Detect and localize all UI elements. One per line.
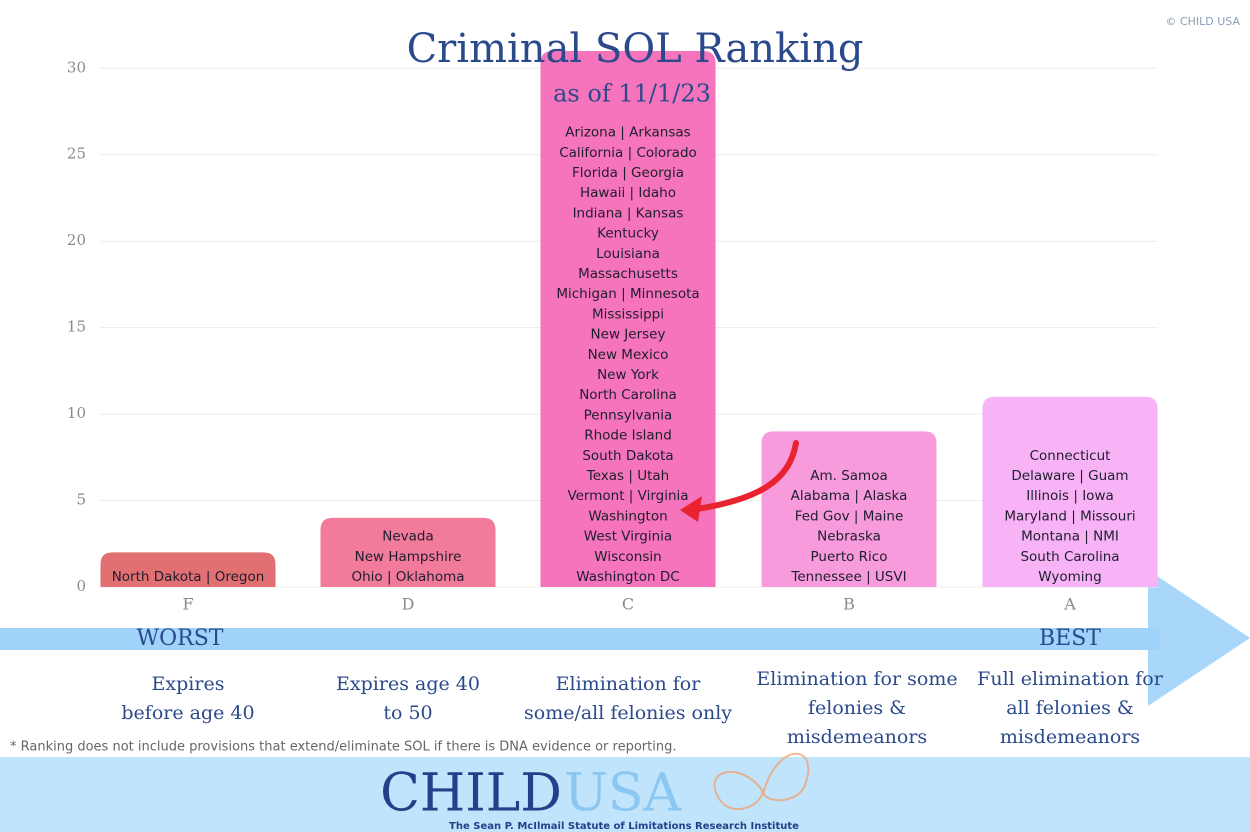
bar-label: Indiana | Kansas: [573, 205, 684, 221]
y-tick-label: 10: [67, 404, 86, 422]
y-tick-label: 25: [67, 145, 86, 163]
bar-label: Nevada: [382, 529, 434, 545]
bar-label: Kentucky: [597, 226, 659, 242]
scale-worst: WORST: [137, 626, 224, 651]
bar-label: Washington: [588, 508, 667, 524]
bar-label: Louisiana: [596, 246, 660, 262]
bar-label: Nebraska: [817, 529, 881, 545]
x-tick-label: D: [402, 595, 415, 614]
y-tick-label: 15: [67, 318, 86, 336]
bar-label: West Virginia: [584, 529, 672, 545]
bar-label: Am. Samoa: [810, 468, 888, 484]
x-tick-label: C: [622, 595, 634, 614]
bar-label: Massachusetts: [578, 266, 678, 282]
x-tick-label: A: [1063, 595, 1076, 614]
category-description: Elimination for some: [756, 668, 957, 690]
bar-label: Montana | NMI: [1021, 529, 1119, 545]
bar-label: Wisconsin: [594, 549, 661, 565]
category-description: Elimination for: [556, 673, 702, 695]
logo-usa: USA: [564, 764, 682, 824]
y-tick-label: 20: [67, 231, 86, 249]
bar-label: North Dakota | Oregon: [112, 569, 265, 585]
bar-label: New Jersey: [591, 327, 666, 343]
logo-child: CHILD: [380, 764, 562, 824]
bar-label: California | Colorado: [559, 145, 697, 161]
bar-label: New York: [597, 367, 659, 383]
chart: 0 5 10 15 20 25 30 North Dakota | Oregon F Expire…: [0, 0, 1250, 832]
bar-label: Maryland | Missouri: [1004, 508, 1135, 524]
bar-label: Florida | Georgia: [572, 165, 684, 181]
bar-label: Michigan | Minnesota: [556, 286, 699, 302]
bar-label: Alabama | Alaska: [791, 488, 908, 504]
category-description: misdemeanors: [787, 726, 927, 748]
category-description: some/all felonies only: [524, 702, 732, 724]
bar-label: Texas | Utah: [586, 468, 669, 484]
x-tick-label: F: [182, 595, 193, 614]
bar-label: North Carolina: [579, 387, 677, 403]
category-description: misdemeanors: [1000, 726, 1140, 748]
y-tick-label: 0: [76, 577, 86, 595]
bar-label: Fed Gov | Maine: [795, 508, 904, 524]
x-tick-label: B: [843, 595, 855, 614]
y-tick-label: 5: [76, 491, 86, 509]
category-description: all felonies &: [1006, 697, 1134, 719]
y-tick-label: 30: [67, 58, 86, 76]
bar-label: Puerto Rico: [811, 549, 888, 565]
bar-label: Arizona | Arkansas: [565, 125, 690, 141]
bar-label: Connecticut: [1030, 448, 1111, 464]
chart-subtitle: as of 11/1/23: [553, 80, 711, 108]
category-description: Full elimination for: [977, 668, 1164, 690]
footnote: * Ranking does not include provisions th…: [10, 740, 676, 755]
scale-best: BEST: [1039, 626, 1101, 651]
bar-label: South Dakota: [582, 448, 673, 464]
bar-label: New Hampshire: [355, 549, 462, 565]
category-description: felonies &: [808, 697, 906, 719]
bar-label: Pennsylvania: [584, 407, 673, 423]
logo-tagline: The Sean P. McIlmail Statute of Limitati…: [449, 821, 799, 832]
bar-label: Illinois | Iowa: [1026, 488, 1114, 504]
category-description: Expires: [152, 673, 225, 695]
bar-label: Ohio | Oklahoma: [351, 569, 464, 585]
bar-label: Washington DC: [576, 569, 679, 585]
bar-label: Hawaii | Idaho: [580, 185, 676, 201]
chart-title: Criminal SOL Ranking: [407, 26, 864, 72]
credit: © CHILD USA: [1165, 15, 1240, 28]
bar-label: Wyoming: [1038, 569, 1101, 585]
bar-label: Vermont | Virginia: [567, 488, 688, 504]
bar-label: Tennessee | USVI: [790, 569, 906, 585]
category-description: to 50: [383, 702, 432, 724]
bar-label: New Mexico: [588, 347, 669, 363]
bar-label: South Carolina: [1020, 549, 1119, 565]
category-description: before age 40: [121, 702, 254, 724]
bar-label: Delaware | Guam: [1011, 468, 1128, 484]
bar-label: Mississippi: [592, 306, 664, 322]
scale-arrowhead: [1148, 570, 1250, 706]
bar-label: Rhode Island: [584, 428, 672, 444]
category-description: Expires age 40: [336, 673, 480, 695]
